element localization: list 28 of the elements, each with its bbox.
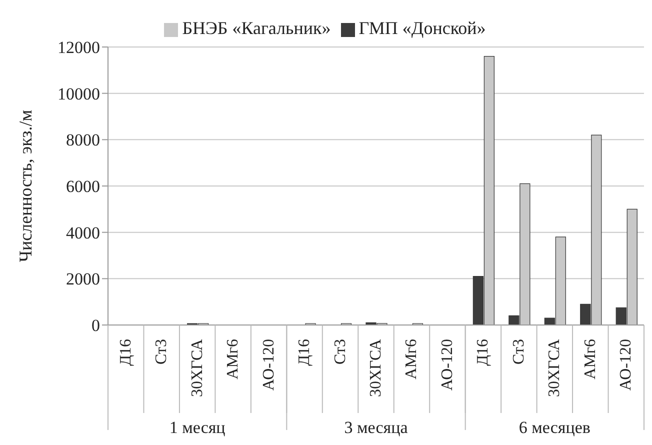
x-tick-label: 30ХГСА (188, 338, 206, 398)
y-tick-label: 0 (92, 316, 100, 336)
x-tick-label: Ст3 (510, 339, 528, 364)
y-axis-title: Численность, экз./м (15, 110, 36, 262)
y-tick-label: 4000 (66, 223, 100, 242)
legend-label: БНЭБ «Кагальник» (182, 18, 331, 38)
text: 6 месяцев (518, 418, 590, 437)
x-tick-label: АМг6 (224, 339, 242, 380)
legend-label: ГМП «Донской» (358, 18, 486, 38)
x-tick-label: АМг6 (582, 339, 599, 380)
y-tick-label: 2000 (66, 270, 100, 289)
x-tick-label: Д16 (474, 339, 492, 366)
x-tick-label: АМг6 (403, 339, 420, 380)
y-tick-label: 8000 (66, 130, 100, 150)
x-tick-label: АО-120 (260, 339, 278, 391)
x-tick-label: Ст3 (332, 339, 349, 364)
y-tick-label: 6000 (66, 177, 100, 196)
x-tick-label: Ст3 (153, 339, 170, 364)
text: 3 месяца (344, 418, 408, 437)
x-tick-label: Д16 (296, 339, 314, 366)
x-tick-label: 30ХГСА (368, 338, 384, 398)
y-tick-label: 10000 (58, 84, 100, 104)
x-tick-label: АО-120 (618, 339, 635, 391)
x-tick-label: Д16 (117, 339, 134, 366)
x-tick-label: АО-120 (438, 339, 456, 391)
x-tick-label: 30ХГСА (546, 338, 564, 398)
y-tick-label: 12000 (58, 38, 100, 58)
text: 1 месяц (169, 418, 226, 437)
